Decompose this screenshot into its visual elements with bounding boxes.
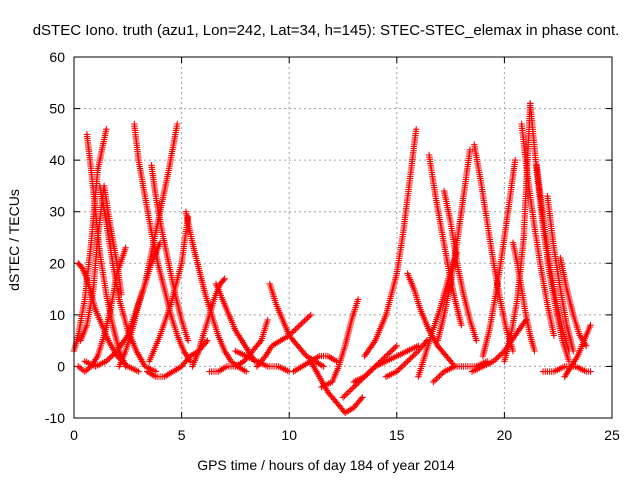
series-points — [544, 193, 577, 355]
series-points — [468, 316, 530, 375]
series-pass-42 — [561, 322, 594, 380]
series-points — [290, 352, 340, 375]
x-tick-label: 15 — [389, 427, 405, 443]
series-points — [430, 358, 491, 386]
series-points — [533, 162, 573, 355]
series-pass-35 — [501, 100, 534, 365]
plot-area — [70, 100, 594, 416]
series-points — [561, 322, 594, 380]
series-pass-39 — [544, 193, 577, 355]
series-pass-19 — [266, 280, 327, 370]
chart-title: dSTEC Iono. truth (azu1, Lon=242, Lat=34… — [33, 22, 620, 39]
y-tick-label: 0 — [57, 358, 65, 374]
series-pass-25 — [361, 126, 420, 360]
series-pass-43 — [468, 316, 530, 375]
series-pass-32 — [430, 358, 491, 386]
y-tick-label: 30 — [49, 204, 65, 220]
series-points — [266, 280, 327, 370]
x-tick-label: 20 — [497, 427, 513, 443]
series-points — [382, 337, 431, 380]
series-pass-12 — [146, 213, 192, 365]
series-points — [518, 120, 558, 339]
x-axis-label: GPS time / hours of day 184 of year 2014 — [197, 457, 455, 473]
series-points — [253, 311, 314, 370]
series-points — [361, 126, 420, 360]
series-points — [434, 146, 474, 344]
series-points — [501, 100, 534, 365]
x-tick-label: 5 — [178, 427, 186, 443]
series-pass-22 — [318, 296, 362, 391]
x-ticks: 0 5 10 15 20 25 — [70, 57, 620, 443]
series-points — [116, 239, 164, 370]
series-points — [206, 316, 271, 375]
y-tick-label: 40 — [49, 152, 65, 168]
series-pass-16 — [206, 316, 271, 375]
y-tick-label: 50 — [49, 101, 65, 117]
series-points — [350, 342, 422, 386]
y-axis-label: dSTEC / TECUs — [6, 189, 22, 291]
series-pass-24 — [350, 342, 422, 386]
plot-frame — [73, 56, 613, 419]
series-pass-20 — [290, 352, 340, 375]
series-pass-18 — [253, 311, 314, 370]
series-pass-38 — [533, 162, 573, 355]
y-ticks: -10 0 10 20 30 40 50 60 — [45, 49, 612, 426]
y-tick-label: 20 — [49, 255, 65, 271]
y-tick-label: -10 — [45, 410, 65, 426]
y-tick-label: 60 — [49, 49, 65, 65]
x-tick-label: 0 — [70, 427, 78, 443]
series-points — [479, 156, 519, 360]
y-tick-label: 10 — [49, 307, 65, 323]
series-pass-44 — [382, 337, 431, 380]
x-tick-label: 10 — [281, 427, 297, 443]
series-points — [318, 296, 362, 391]
series-points — [440, 187, 480, 344]
series-points — [425, 151, 465, 329]
series-points — [96, 182, 159, 375]
series-pass-33 — [479, 156, 519, 360]
series-points — [146, 213, 192, 365]
series-pass-37 — [518, 120, 558, 339]
series-pass-06 — [96, 182, 159, 375]
series-pass-28 — [425, 151, 465, 329]
x-tick-label: 25 — [604, 427, 620, 443]
series-pass-31 — [440, 187, 480, 344]
series-pass-10 — [116, 239, 164, 370]
series-pass-29 — [434, 146, 474, 344]
